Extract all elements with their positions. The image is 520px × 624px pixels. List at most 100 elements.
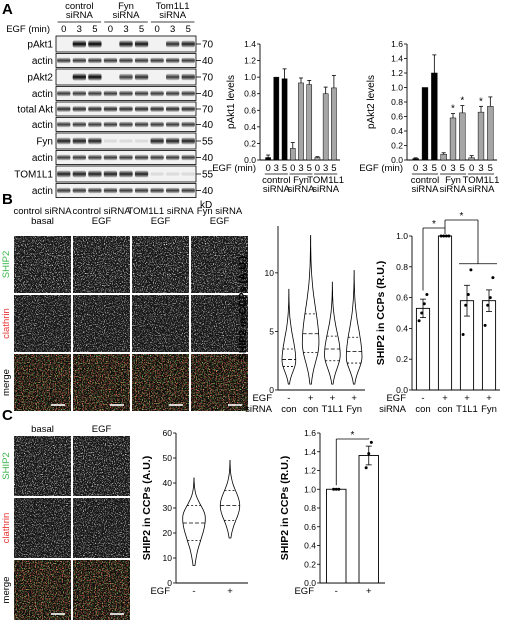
pakt1-bar <box>306 84 313 161</box>
micC-grayscale-channel <box>14 436 71 496</box>
ship2-bar-chart-b: 0.0 0.2 0.4 0.6 0.8 1.0 EGF - + + + siRNA con con T1L1… <box>375 211 500 415</box>
pakt1-group-label-line: TOM1L1 <box>307 175 344 186</box>
pakt1-bar <box>289 148 296 161</box>
blot-time-label: 0 <box>61 24 66 35</box>
blot-band <box>103 154 118 161</box>
blot-band <box>119 90 133 97</box>
pakt1-time-label: 3 <box>323 163 328 174</box>
blot-band <box>134 170 149 178</box>
micB-column-title-line: control siRNA <box>72 206 131 217</box>
blot-band <box>166 106 180 112</box>
blot-band <box>181 40 195 48</box>
blot-band <box>57 90 71 97</box>
blot-row-label: actin <box>32 89 53 100</box>
blot-group-label-line: Fyn <box>118 1 134 12</box>
pakt2-bar <box>421 87 429 161</box>
blot-band <box>166 154 180 161</box>
blot-band <box>57 170 71 178</box>
violinC-y-tick-label: 10 <box>163 553 173 563</box>
pakt2-bar <box>431 72 438 161</box>
micC-grayscale-channel <box>73 436 130 496</box>
blot-band <box>119 170 133 178</box>
blot-band <box>103 121 118 128</box>
pakt2-significance-star: * <box>479 96 483 107</box>
pakt2-time-label: 0 <box>469 163 474 174</box>
violinB-row-label: siRNA <box>245 404 273 415</box>
barB-y-tick-label: 0.4 <box>396 323 408 333</box>
blot-mw-label: 55 <box>202 170 214 181</box>
violinB-y-label: SHIP2 in CCPs (A.U.) <box>237 256 249 360</box>
barC-y-tick-label: 1.4 <box>304 447 316 457</box>
blot-band <box>119 106 133 112</box>
pakt2-significance-star: * <box>460 96 464 107</box>
micB-grayscale-channel <box>73 295 130 352</box>
blot-row-label: total Akt <box>17 105 53 116</box>
pakt2-bar <box>459 112 466 161</box>
pakt1-bar <box>273 76 280 161</box>
blot-band <box>150 171 164 177</box>
blot-band <box>72 106 86 112</box>
barB-category-label: Fyn <box>481 404 497 415</box>
micB-merge-green-channel <box>132 354 189 411</box>
pakt1-group-label-line: siRNA <box>312 184 340 195</box>
micB-grayscale-channel <box>14 236 71 293</box>
micB-row-label: SHIP2 <box>1 251 12 278</box>
micC-row-label: SHIP2 <box>1 452 12 479</box>
micC-merge-green-channel <box>14 560 71 620</box>
pakt1-bar <box>314 157 321 161</box>
micB-column-title-line: control siRNA <box>13 206 72 217</box>
blot-band <box>134 73 149 81</box>
violinB-row-label: EGF <box>252 393 272 404</box>
pakt1-y-tick-label: 0.8 <box>244 89 256 99</box>
pakt2-time-label: 0 <box>413 163 418 174</box>
micB-merge-green-channel <box>73 354 130 411</box>
pakt1-bar <box>281 78 288 161</box>
micB-grayscale-channel <box>191 295 248 352</box>
barB-data-point <box>439 234 443 238</box>
micB-column-title: Fyn siRNA EGF <box>197 206 243 227</box>
violinB-category-label: T1L1 <box>322 404 344 415</box>
blot-band <box>72 170 86 178</box>
pakt2-y-tick-label: 1.4 <box>391 54 403 64</box>
pakt1-y-tick-label: 0.2 <box>244 138 256 148</box>
blot-band <box>72 187 86 194</box>
micrograph-grid-c: basal EGF SHIP2 clathrin merge <box>1 424 130 620</box>
blot-band <box>150 137 164 145</box>
blot-time-label: 3 <box>77 24 82 35</box>
pakt2-group-label-line: siRNA <box>412 184 440 195</box>
violinC-y-tick-label: 0 <box>167 578 172 588</box>
pakt2-bar <box>477 111 485 161</box>
blot-band <box>166 121 180 128</box>
blot-band <box>88 90 102 97</box>
blot-band <box>166 137 180 145</box>
blot-band <box>166 40 180 48</box>
blot-band <box>134 187 149 194</box>
pakt1-group-label-line: control <box>262 175 291 186</box>
pakt2-bar <box>440 153 447 161</box>
violinC-y-label: SHIP2 in CCPs (A.U.) <box>141 456 153 560</box>
blot-band <box>134 106 149 112</box>
micB-grayscale-channel <box>132 236 189 293</box>
blot-band <box>72 73 86 81</box>
blot-band <box>103 187 118 194</box>
blot-band <box>72 137 86 145</box>
pakt1-time-label: 5 <box>331 163 336 174</box>
blot-time-label: 0 <box>108 24 113 35</box>
violinB-category-label: - <box>287 393 290 404</box>
violinC-category-label: + <box>227 586 233 597</box>
barB-category-label: + <box>486 393 492 404</box>
barC-bar <box>326 488 347 584</box>
pakt2-y-tick-label: 0.6 <box>391 112 403 122</box>
blot-egf-label: EGF (min) <box>6 24 50 35</box>
violinB-violin <box>345 270 363 385</box>
barC-data-point <box>332 487 336 491</box>
micB-merge-green-channel <box>14 354 71 411</box>
blot-band <box>119 138 133 144</box>
pakt2-bar <box>487 106 494 161</box>
barB-data-point <box>461 333 465 337</box>
micB-grayscale-channel <box>132 295 189 352</box>
pakt1-time-label: 0 <box>290 163 295 174</box>
barC-sig-star: * <box>351 430 355 441</box>
blot-mw-label: 70 <box>202 105 214 116</box>
blot-row-label: actin <box>32 120 53 131</box>
